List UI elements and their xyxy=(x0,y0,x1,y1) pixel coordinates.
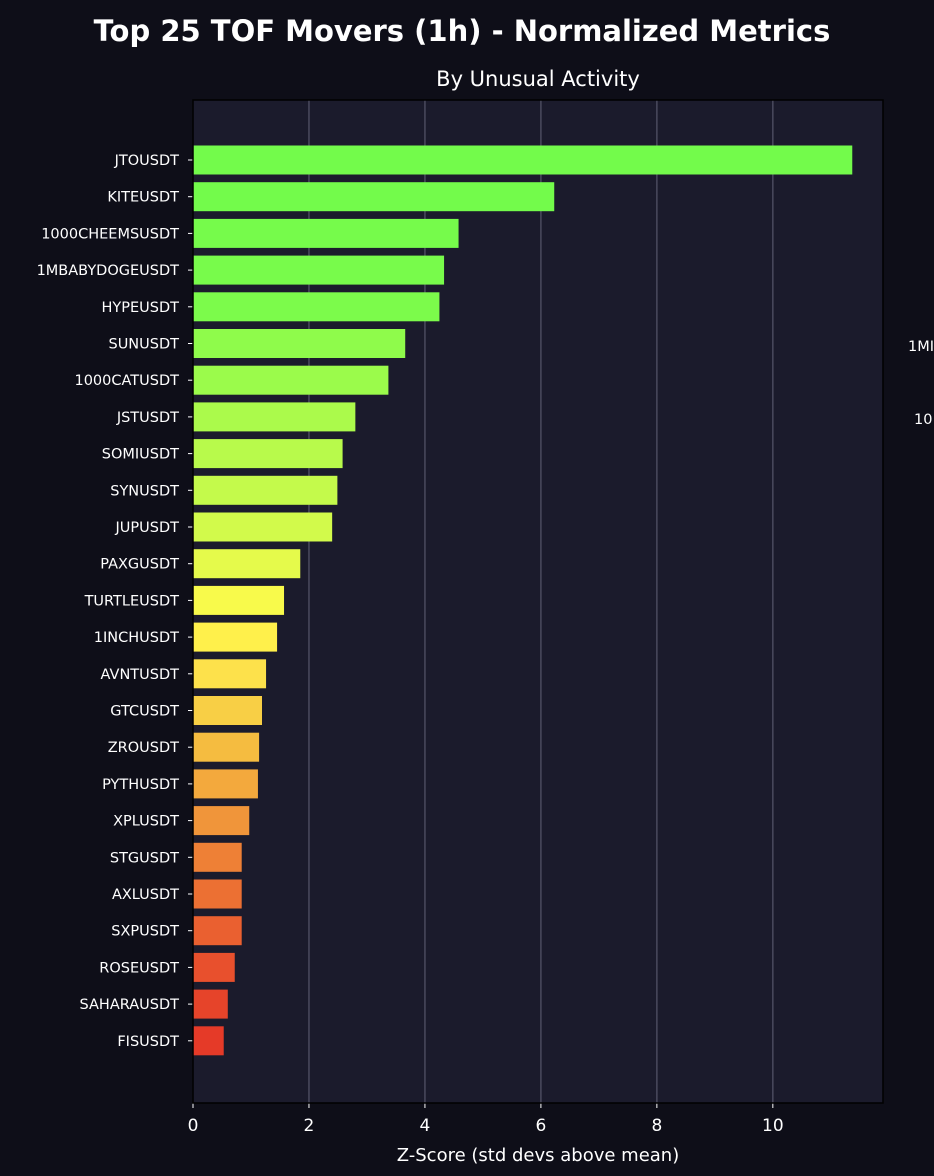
bar xyxy=(193,989,228,1019)
category-label: GTCUSDT xyxy=(110,704,179,720)
x-tick-label: 6 xyxy=(535,1116,546,1136)
bar xyxy=(193,696,262,725)
category-label: XPLUSDT xyxy=(113,814,179,830)
bar xyxy=(193,475,338,505)
bar xyxy=(193,255,445,285)
category-label: 1000CATUSDT xyxy=(74,373,179,389)
category-label: JUPUSDT xyxy=(115,520,180,536)
plot-frame xyxy=(192,99,884,1104)
bar xyxy=(193,145,853,175)
category-label: PYTHUSDT xyxy=(102,777,179,793)
bar xyxy=(193,549,301,579)
category-label: SOMIUSDT xyxy=(102,447,179,463)
bar xyxy=(193,218,459,248)
x-tick-label: 0 xyxy=(188,1116,199,1136)
bar xyxy=(193,182,555,212)
bar xyxy=(193,659,267,689)
figure-title: Top 25 TOF Movers (1h) - Normalized Metr… xyxy=(94,14,831,48)
clipped-annotation: 10 xyxy=(914,412,932,428)
bar xyxy=(193,916,242,946)
category-label: 1000CHEEMSUSDT xyxy=(41,226,179,242)
bar xyxy=(193,439,343,469)
bars xyxy=(193,145,853,1056)
x-tick-label: 10 xyxy=(762,1116,784,1136)
category-labels: JTOUSDT KITEUSDT 1000CHEEMSUSDT 1MBABYDOGEU… xyxy=(37,153,193,1050)
chart-title: By Unusual Activity xyxy=(436,67,640,91)
bar xyxy=(193,1026,224,1056)
x-tick-label: 8 xyxy=(651,1116,662,1136)
bar xyxy=(193,365,389,395)
category-label: SUNUSDT xyxy=(108,337,179,353)
category-label: SXPUSDT xyxy=(111,924,179,940)
category-label: SYNUSDT xyxy=(110,483,179,499)
bar xyxy=(193,585,285,615)
bar xyxy=(193,292,440,322)
bar xyxy=(193,732,260,762)
bar xyxy=(193,842,242,872)
bar xyxy=(193,402,356,432)
bar xyxy=(193,879,242,909)
category-label: ZROUSDT xyxy=(108,740,179,756)
category-label: JSTUSDT xyxy=(116,410,179,426)
bar xyxy=(193,769,258,799)
category-label: FISUSDT xyxy=(117,1034,179,1050)
category-label: KITEUSDT xyxy=(107,190,179,206)
x-axis-label: Z-Score (std devs above mean) xyxy=(397,1145,680,1166)
category-label: STGUSDT xyxy=(110,850,179,866)
plot-area xyxy=(193,100,883,1103)
x-tick-label: 2 xyxy=(304,1116,315,1136)
category-label: TURTLEUSDT xyxy=(84,593,180,609)
x-ticks: 0 2 4 6 8 10 xyxy=(188,1103,784,1136)
category-label: PAXGUSDT xyxy=(100,557,179,573)
category-label: 1INCHUSDT xyxy=(94,630,179,646)
clipped-annotation: 1MI xyxy=(908,339,934,355)
category-label: 1MBABYDOGEUSDT xyxy=(37,263,180,279)
bar xyxy=(193,622,278,652)
category-label: SAHARAUSDT xyxy=(80,997,180,1013)
category-label: ROSEUSDT xyxy=(99,960,179,976)
category-label: AVNTUSDT xyxy=(101,667,180,683)
category-label: HYPEUSDT xyxy=(101,300,179,316)
category-label: JTOUSDT xyxy=(114,153,180,169)
x-tick-label: 4 xyxy=(420,1116,431,1136)
bar xyxy=(193,329,406,358)
bar xyxy=(193,806,250,836)
bar xyxy=(193,512,333,542)
bar xyxy=(193,952,235,982)
category-label: AXLUSDT xyxy=(112,887,179,903)
